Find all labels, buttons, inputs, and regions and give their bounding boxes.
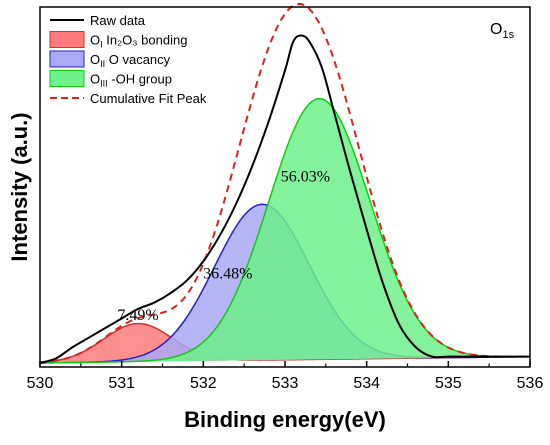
tick-layer: 530 531 532 533 534 535 536 — [27, 361, 544, 392]
percent-label-1: 7.49% — [117, 307, 158, 324]
legend-label-o3: OIII -OH group — [90, 72, 172, 89]
legend-swatch-o2 — [49, 50, 85, 68]
x-tick-label-531: 531 — [108, 375, 135, 392]
x-tick-label-534: 534 — [353, 375, 380, 392]
o1s-label-main: O — [490, 21, 502, 38]
legend-label-o1: OI In₂O₃ bonding — [90, 33, 187, 50]
legend-label-o1-rest: In₂O₃ bonding — [103, 33, 188, 48]
legend-label-raw-main: Raw data — [90, 13, 146, 28]
legend-swatch-o1 — [49, 31, 85, 48]
percent-label-3: 56.03% — [281, 169, 330, 186]
x-tick-label-533: 533 — [272, 375, 299, 392]
x-tick-label-535: 535 — [435, 375, 462, 392]
raw-data-line — [39, 34, 530, 364]
legend-label-o3-sub: III — [100, 79, 108, 89]
o1s-label: O1s — [490, 21, 515, 41]
legend-label-fit-main: Cumulative Fit Peak — [90, 91, 207, 106]
legend-label-raw: Raw data — [90, 13, 146, 28]
peak-fill-3 — [40, 98, 530, 364]
legend-label-o3-main: O — [90, 72, 100, 87]
legend-label-o2-sub: II — [100, 59, 105, 69]
x-tick-label-532: 532 — [190, 375, 217, 392]
curve-layer — [39, 2, 531, 364]
legend-label-o2: OII O vacancy — [90, 52, 171, 69]
y-axis-title: Intensity (a.u.) — [7, 112, 32, 261]
label-layer: 7.49% 36.48% 56.03% — [117, 169, 330, 324]
legend-label-fit: Cumulative Fit Peak — [90, 91, 207, 106]
cumulative-fit-line — [39, 2, 531, 364]
x-tick-label-530: 530 — [27, 375, 54, 392]
o1s-label-sub: 1s — [502, 29, 514, 41]
x-axis-title: Binding energy(eV) — [184, 407, 386, 432]
legend-label-o1-sub: I — [100, 40, 103, 50]
legend-label-o2-main: O — [90, 52, 100, 67]
legend-swatch-o3 — [49, 70, 85, 87]
x-tick-label-536: 536 — [517, 375, 544, 392]
legend-label-o2-rest: O vacancy — [105, 52, 171, 67]
legend-label-o1-main: O — [90, 33, 100, 48]
legend-label-o3-rest: -OH group — [108, 72, 172, 87]
percent-label-2: 36.48% — [203, 266, 252, 283]
svg-text:O1s: O1s — [490, 21, 515, 41]
